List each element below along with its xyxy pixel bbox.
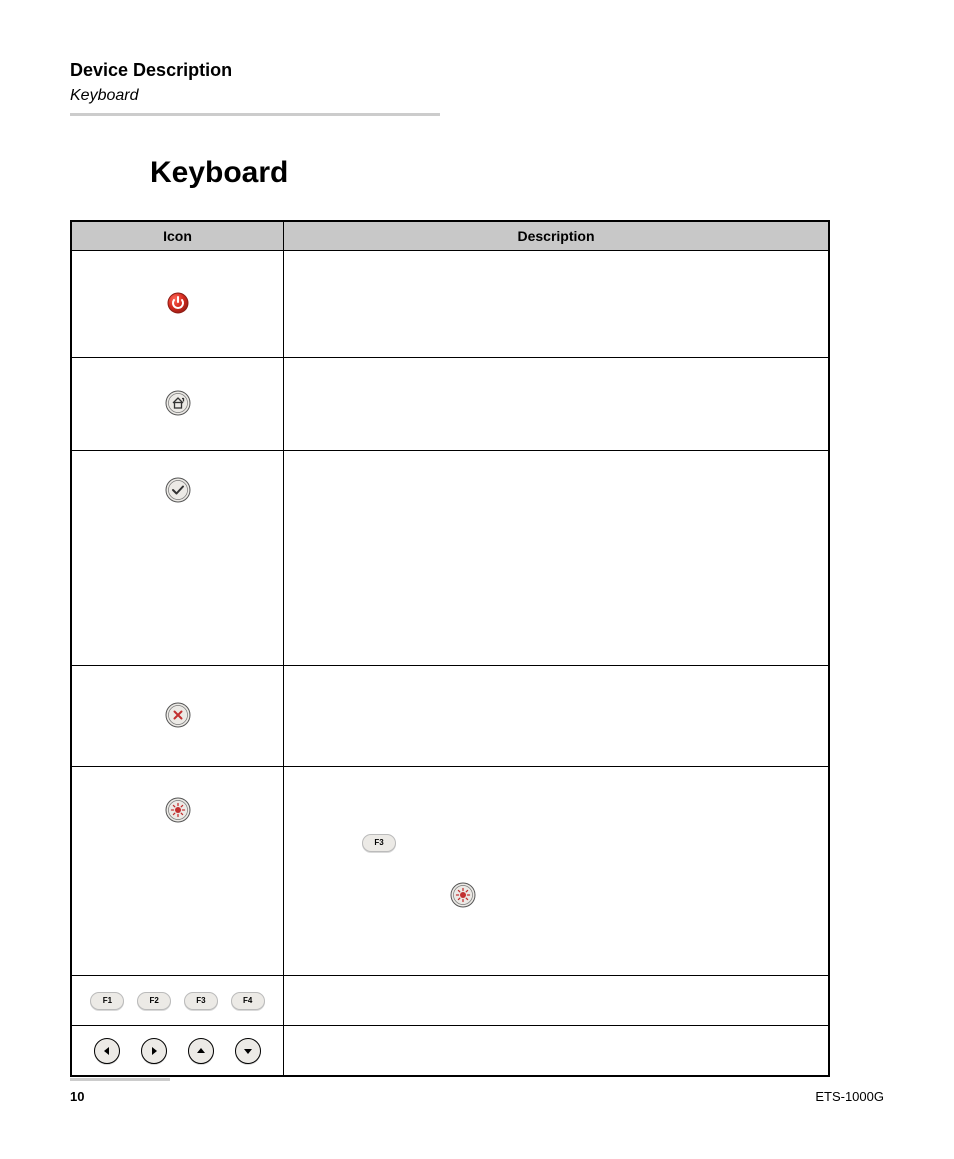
table-row <box>71 451 829 666</box>
cell-icon-home <box>71 358 284 451</box>
cell-desc-home <box>284 358 830 451</box>
laser-icon <box>165 797 191 823</box>
cell-icon-fkeys: F1 F2 F3 F4 <box>71 976 284 1026</box>
cancel-icon <box>165 702 191 728</box>
cell-desc-arrows <box>284 1026 830 1077</box>
arrow-down-icon <box>235 1038 261 1064</box>
arrow-right-icon <box>141 1038 167 1064</box>
check-icon <box>165 477 191 503</box>
header-rule <box>70 113 440 116</box>
section-title: Keyboard <box>150 156 884 190</box>
table-row <box>71 1026 829 1077</box>
page-footer: 10 ETS-1000G <box>70 1078 884 1104</box>
page: Device Description Keyboard Keyboard Ico… <box>0 0 954 1159</box>
keyboard-table: Icon Description <box>70 220 830 1077</box>
cell-desc-power <box>284 251 830 358</box>
page-number: 10 <box>70 1089 84 1104</box>
cell-desc-check <box>284 451 830 666</box>
f2-key-icon: F2 <box>137 992 171 1010</box>
cell-icon-arrows <box>71 1026 284 1077</box>
f3-key-icon: F3 <box>184 992 218 1010</box>
cell-icon-power <box>71 251 284 358</box>
product-name: ETS-1000G <box>815 1089 884 1104</box>
table-row: F3 <box>71 767 829 976</box>
cell-icon-check <box>71 451 284 666</box>
header-title: Device Description <box>70 60 884 81</box>
f1-key-icon: F1 <box>90 992 124 1010</box>
power-icon <box>166 291 190 315</box>
cell-desc-laser: F3 <box>284 767 830 976</box>
col-header-icon: Icon <box>71 221 284 251</box>
table-row <box>71 358 829 451</box>
col-header-description: Description <box>284 221 830 251</box>
header: Device Description Keyboard <box>70 60 884 116</box>
table-row <box>71 666 829 767</box>
table-row <box>71 251 829 358</box>
cell-icon-laser <box>71 767 284 976</box>
table-row: F1 F2 F3 F4 <box>71 976 829 1026</box>
footer-rule <box>70 1078 170 1081</box>
f3-key-inline: F3 <box>362 834 396 852</box>
cell-desc-cancel <box>284 666 830 767</box>
cell-desc-fkeys <box>284 976 830 1026</box>
cell-icon-cancel <box>71 666 284 767</box>
laser-icon-inline <box>450 882 476 908</box>
home-icon <box>165 390 191 416</box>
table-header-row: Icon Description <box>71 221 829 251</box>
arrow-left-icon <box>94 1038 120 1064</box>
header-subtitle: Keyboard <box>70 87 884 105</box>
f4-key-icon: F4 <box>231 992 265 1010</box>
arrow-up-icon <box>188 1038 214 1064</box>
